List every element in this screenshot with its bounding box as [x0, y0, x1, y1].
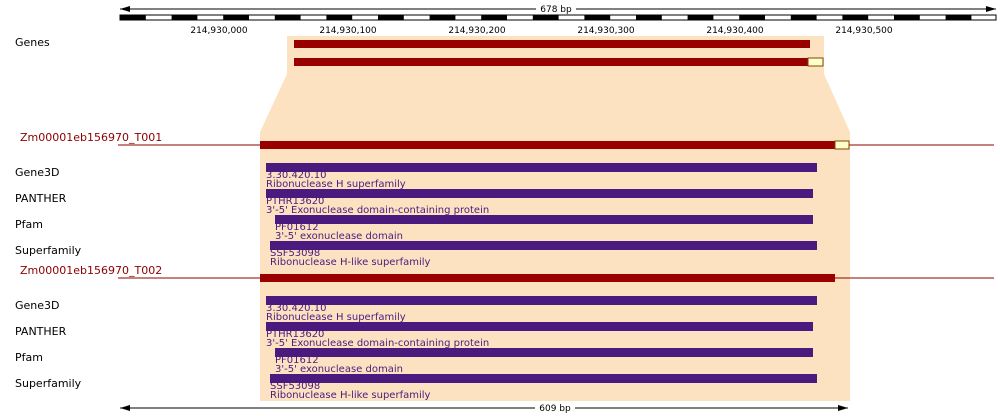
gene-bar[interactable] [294, 40, 810, 48]
ruler-segment [274, 15, 301, 20]
ruler-segment [481, 15, 507, 20]
domain-source-label: PANTHER [15, 192, 67, 205]
top-scale-label: 678 bp [540, 5, 572, 15]
domain-bar[interactable] [275, 215, 813, 224]
domain-source-label: Superfamily [15, 377, 82, 390]
transcript-bar[interactable] [260, 274, 835, 282]
domain-bar[interactable] [266, 163, 817, 172]
transcript-block: Zm00001eb156970_T002 Gene3D 3.30.420.10 … [15, 264, 994, 401]
domain-source-label: Gene3D [15, 166, 60, 179]
bottom-scale-label: 609 bp [539, 404, 571, 414]
coordinate-ruler [119, 14, 997, 21]
domain-description: Ribonuclease H superfamily [266, 179, 406, 190]
domain-bar[interactable] [275, 348, 813, 357]
domain-source-label: Superfamily [15, 244, 82, 257]
domain-id: PTHR13620 [266, 196, 324, 207]
axis-tick-label: 214,930,300 [577, 26, 635, 36]
ruler-segment [945, 15, 972, 20]
ruler-segment [532, 15, 559, 20]
domain-id: 3.30.420.10 [266, 303, 326, 314]
ruler-segment [429, 15, 456, 20]
ruler-segment [584, 15, 611, 20]
transcript-block: Zm00001eb156970_T001 Gene3D 3.30.420.10 … [15, 131, 994, 268]
ruler-segment [120, 15, 146, 20]
domain-id: SSF53098 [270, 381, 320, 392]
ruler-segment [739, 15, 765, 20]
ruler-segment [171, 15, 198, 20]
domain-bar[interactable] [266, 322, 813, 331]
axis-tick-label: 214,930,100 [319, 26, 377, 36]
transcript-utr[interactable] [834, 140, 850, 150]
domain-description: 3'-5' exonuclease domain [275, 364, 403, 375]
domain-id: PTHR13620 [266, 329, 324, 340]
axis-tick-labels: 214,930,000 214,930,100 214,930,200 214,… [190, 26, 893, 36]
domain-description: Ribonuclease H superfamily [266, 312, 406, 323]
ruler-segment [894, 15, 920, 20]
ruler-segment [636, 15, 662, 20]
domain-source-label: PANTHER [15, 325, 67, 338]
domain-bar[interactable] [266, 189, 813, 198]
domain-bar[interactable] [270, 374, 817, 383]
domain-id: SSF53098 [270, 248, 320, 259]
gene-bar[interactable] [294, 58, 808, 66]
ruler-segment [687, 15, 714, 20]
gene-bar-utr[interactable] [807, 57, 824, 67]
axis-tick-label: 214,930,500 [835, 26, 893, 36]
domain-bar[interactable] [270, 241, 817, 250]
ruler-segment [842, 15, 869, 20]
domain-description: 3'-5' Exonuclease domain-containing prot… [266, 205, 489, 216]
domain-id: 3.30.420.10 [266, 170, 326, 181]
highlight-funnel [260, 74, 850, 132]
domain-description: 3'-5' exonuclease domain [275, 231, 403, 242]
domain-source-label: Pfam [15, 218, 43, 231]
domain-description: 3'-5' Exonuclease domain-containing prot… [266, 338, 489, 349]
bottom-scale-bar: 609 bp [120, 402, 848, 414]
transcript-bar[interactable] [260, 141, 835, 149]
domain-description: Ribonuclease H-like superfamily [270, 257, 431, 268]
genes-track-label: Genes [15, 36, 50, 49]
ruler-segment [326, 15, 353, 20]
transcript-id[interactable]: Zm00001eb156970_T002 [20, 264, 162, 277]
domain-id: PF01612 [275, 355, 319, 366]
domain-bar[interactable] [266, 296, 817, 305]
ruler-segment [378, 15, 404, 20]
axis-tick-label: 214,930,400 [706, 26, 764, 36]
ruler-segment [790, 15, 817, 20]
domain-description: Ribonuclease H-like superfamily [270, 390, 431, 401]
transcript-id[interactable]: Zm00001eb156970_T001 [20, 131, 162, 144]
axis-tick-label: 214,930,000 [190, 26, 248, 36]
ruler-segment [223, 15, 249, 20]
domain-source-label: Pfam [15, 351, 43, 364]
domain-id: PF01612 [275, 222, 319, 233]
top-scale-bar: 678 bp [120, 3, 996, 15]
axis-tick-label: 214,930,200 [448, 26, 506, 36]
genes-track: Genes [15, 36, 824, 67]
domain-source-label: Gene3D [15, 299, 60, 312]
